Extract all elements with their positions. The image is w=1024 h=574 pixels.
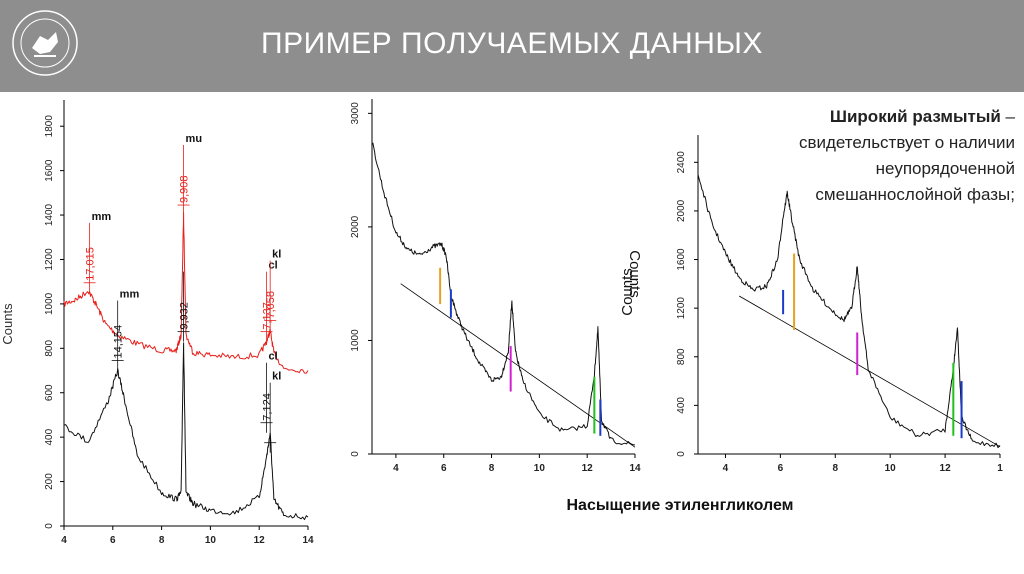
y-tick-label: 1000	[350, 329, 361, 352]
note-bold: Широкий размытый	[829, 107, 1001, 126]
peak-mineral-label: mu	[186, 133, 203, 145]
x-tick-label: 14	[302, 535, 314, 546]
chart-caption: Насыщение этиленгликолем	[566, 497, 794, 514]
background-line	[400, 283, 636, 448]
y-tick-label: 1200	[44, 248, 55, 271]
peak-mineral-label: mm	[92, 211, 112, 223]
interpretation-note: Широкий размытый – свидетельствует о нал…	[765, 104, 1015, 208]
x-tick-label: 14	[629, 463, 641, 474]
peak-mineral-label: kl	[272, 371, 281, 383]
series-line-0	[371, 142, 636, 446]
y-tick-label: 3000	[350, 102, 361, 125]
y-tick-label: 200	[44, 473, 55, 490]
y-tick-label: 400	[44, 428, 55, 445]
x-tick-label: 12	[254, 535, 266, 546]
background-line	[738, 295, 1001, 448]
peak-mineral-label: cl	[269, 351, 278, 363]
peak-d-value: 7,124	[262, 393, 274, 421]
x-tick-label: 6	[110, 535, 116, 546]
note-text: – свидетельствует о наличии неупорядочен…	[798, 107, 1015, 204]
peak-mineral-label: mm	[120, 289, 140, 301]
peak-d-value: 9,908	[179, 176, 191, 204]
y-tick-label: 1200	[676, 297, 687, 320]
series-line-1	[63, 342, 309, 521]
y-tick-label: 1600	[44, 159, 55, 182]
peak-mineral-label: kl	[272, 249, 281, 261]
x-tick-label: 8	[832, 463, 838, 474]
x-tick-label: 12	[940, 463, 952, 474]
y-tick-label: 0	[676, 451, 687, 457]
y-tick-label: 400	[676, 397, 687, 414]
chart-xrd-middle: Counts 0 1000 2000 3000 4 6 8 10 12 14	[350, 99, 643, 474]
x-tick-label: 4	[61, 535, 67, 546]
x-tick-label: 6	[778, 463, 784, 474]
x-tick-label: 8	[159, 535, 165, 546]
university-logo	[12, 10, 78, 76]
y-tick-label: 0	[44, 523, 55, 529]
y-axis-label: Counts	[619, 268, 636, 316]
y-tick-label: 2400	[676, 151, 687, 174]
x-tick-label: 10	[885, 463, 897, 474]
peak-d-value: 17,015	[85, 247, 97, 281]
chart-xrd-right: Counts 0 400 800 1200 1600 2000 2400 4 6 8 10 12 1	[619, 135, 1003, 474]
x-tick-label: 10	[205, 535, 217, 546]
x-tick-label: 4	[393, 463, 399, 474]
x-tick-label: 10	[534, 463, 546, 474]
header-bar	[0, 0, 1024, 92]
series-line-0	[697, 174, 1001, 449]
y-tick-label: 600	[44, 384, 55, 401]
y-tick-label: 2000	[350, 215, 361, 238]
y-tick-label: 1400	[44, 203, 55, 226]
peak-d-value: 9,932	[179, 302, 191, 330]
page-title: ПРИМЕР ПОЛУЧАЕМЫХ ДАННЫХ	[261, 27, 763, 60]
y-tick-label: 0	[350, 451, 361, 457]
y-axis-label: Counts	[626, 250, 643, 298]
y-tick-label: 1800	[44, 115, 55, 138]
x-tick-label: 12	[582, 463, 594, 474]
peak-mineral-label: cl	[269, 260, 278, 272]
y-tick-label: 2000	[676, 199, 687, 222]
x-tick-label: 1	[997, 463, 1003, 474]
x-tick-label: 8	[489, 463, 495, 474]
x-tick-label: 6	[441, 463, 447, 474]
y-tick-label: 1000	[44, 292, 55, 315]
chart-xrd-left: Counts 0 200 400 600 800 1000 1200 1400 1600 1800…	[0, 100, 314, 546]
y-axis-label: Counts	[0, 303, 15, 345]
x-tick-label: 4	[723, 463, 729, 474]
y-tick-label: 800	[676, 348, 687, 365]
y-tick-label: 1600	[676, 248, 687, 271]
y-tick-label: 800	[44, 340, 55, 357]
peak-d-value: 7,058	[265, 291, 277, 319]
peak-d-value: 14,154	[113, 325, 125, 359]
